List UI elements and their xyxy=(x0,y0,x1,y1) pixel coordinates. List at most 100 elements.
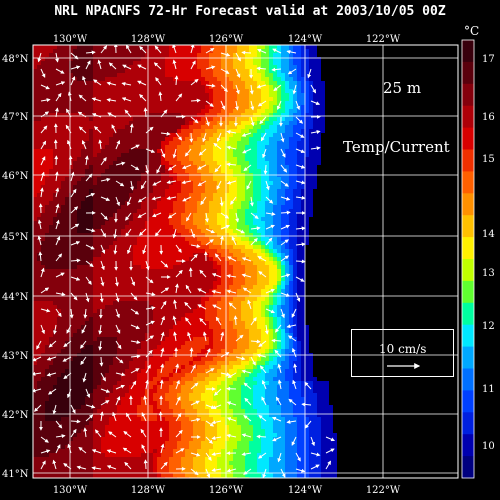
current-arrow xyxy=(258,452,267,459)
colorbar: 17 16 15 14 13 12 11 10 xyxy=(461,39,495,479)
current-arrow xyxy=(198,148,207,156)
current-arrow xyxy=(265,308,275,314)
current-arrow xyxy=(126,196,132,207)
current-arrow xyxy=(145,164,150,175)
current-arrow xyxy=(85,404,96,409)
lon-tick-bottom: 128°W xyxy=(131,485,166,496)
current-arrow xyxy=(124,461,132,470)
current-arrow xyxy=(205,468,211,478)
current-arrow xyxy=(233,315,238,326)
current-arrow xyxy=(106,465,117,470)
current-arrow xyxy=(260,132,267,142)
current-arrow xyxy=(80,356,87,366)
current-arrow xyxy=(256,84,267,89)
current-arrow xyxy=(55,52,60,63)
current-arrow xyxy=(247,299,252,310)
current-arrow xyxy=(175,363,180,374)
current-arrow xyxy=(205,228,215,234)
current-arrow xyxy=(190,468,199,476)
current-arrow xyxy=(226,180,237,185)
current-arrow xyxy=(185,317,192,326)
lon-tick-top: 124°W xyxy=(288,34,323,45)
current-arrow xyxy=(197,288,207,294)
current-arrow xyxy=(235,356,246,361)
current-arrow xyxy=(100,228,106,238)
lon-tick-top: 128°W xyxy=(131,34,166,45)
current-arrow xyxy=(202,331,207,342)
current-arrow xyxy=(55,308,62,318)
current-arrow xyxy=(272,436,282,442)
current-arrow xyxy=(130,308,140,315)
current-arrow xyxy=(220,224,231,230)
current-arrow xyxy=(85,414,94,422)
current-arrow xyxy=(190,244,201,249)
current-arrow xyxy=(243,164,252,172)
current-arrow xyxy=(55,420,63,429)
current-arrow xyxy=(137,80,147,86)
current-arrow xyxy=(211,273,222,278)
current-arrow xyxy=(190,452,201,457)
current-arrow xyxy=(55,253,63,262)
colorbar-swatch xyxy=(462,105,474,129)
current-arrow xyxy=(115,384,125,390)
current-arrow xyxy=(125,412,132,422)
current-arrow xyxy=(55,292,66,297)
current-arrow xyxy=(250,356,256,366)
current-arrow xyxy=(226,145,237,150)
current-arrow xyxy=(202,132,207,143)
colorbar-tick: 13 xyxy=(482,268,495,279)
current-arrow xyxy=(106,98,117,103)
current-arrow xyxy=(174,75,179,86)
current-arrow xyxy=(272,48,282,54)
current-arrow xyxy=(235,68,241,78)
current-arrow xyxy=(153,62,162,70)
current-arrow xyxy=(160,287,170,294)
current-arrow xyxy=(258,270,267,278)
current-arrow xyxy=(40,171,45,182)
lon-tick-bottom: 122°W xyxy=(366,485,401,496)
current-arrow xyxy=(160,363,165,374)
current-arrow xyxy=(190,382,199,390)
lon-tick-top: 130°W xyxy=(53,34,88,45)
current-arrow xyxy=(190,400,200,406)
current-arrow xyxy=(54,171,59,182)
current-arrow xyxy=(205,436,213,444)
colorbar-tick: 11 xyxy=(482,384,495,395)
current-arrow xyxy=(295,180,306,185)
current-arrow xyxy=(70,258,81,263)
colorbar-tick: 15 xyxy=(482,154,495,165)
current-arrow xyxy=(175,448,185,454)
current-arrow xyxy=(91,449,102,454)
current-arrow xyxy=(70,188,77,198)
current-arrow xyxy=(158,91,163,102)
lat-tick: 43°N xyxy=(2,351,29,362)
current-arrow xyxy=(181,180,192,185)
current-arrow xyxy=(37,235,42,246)
current-arrow xyxy=(172,315,177,326)
colorbar-swatch xyxy=(462,83,474,107)
current-arrow xyxy=(33,356,42,362)
current-arrow xyxy=(258,414,267,422)
current-arrow xyxy=(100,260,105,271)
current-arrow xyxy=(173,331,177,342)
current-arrow xyxy=(257,48,267,54)
lat-tick: 42°N xyxy=(2,410,29,421)
lon-tick-top: 126°W xyxy=(209,34,244,45)
current-arrow xyxy=(63,340,72,348)
current-arrow xyxy=(304,381,312,390)
current-arrow xyxy=(127,244,132,255)
current-arrow xyxy=(265,196,274,204)
current-arrow xyxy=(84,155,89,166)
colorbar-swatch xyxy=(462,149,474,172)
current-arrow xyxy=(259,116,267,125)
current-arrow xyxy=(234,100,239,111)
current-arrow xyxy=(145,379,150,390)
current-arrow xyxy=(275,396,282,406)
current-arrow xyxy=(70,241,81,246)
current-arrow xyxy=(226,401,237,406)
current-arrow xyxy=(211,404,222,410)
current-arrow xyxy=(121,97,132,102)
current-arrow xyxy=(100,212,108,221)
current-arrow xyxy=(200,196,207,206)
current-arrow xyxy=(121,81,132,86)
